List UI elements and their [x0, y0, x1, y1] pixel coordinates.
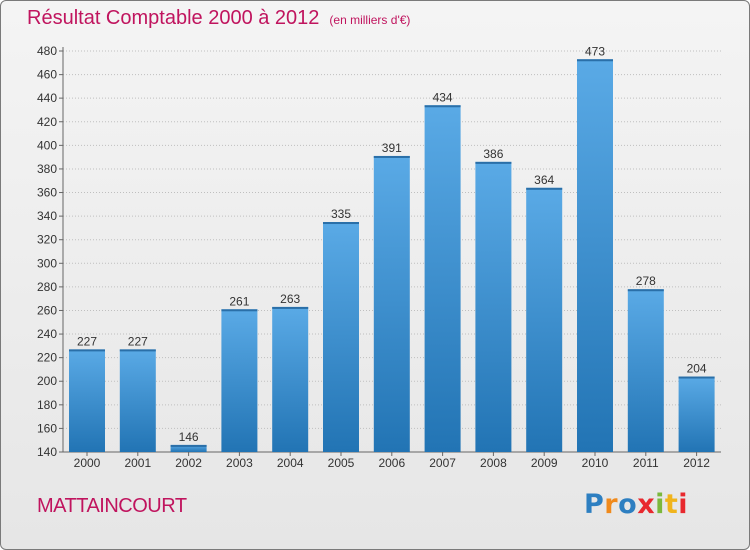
x-tick-label-2001: 2001	[124, 456, 151, 470]
bar-2004	[272, 306, 309, 452]
logo-letter: o	[618, 489, 638, 520]
data-labels: 227 227 146 261 263 335 391 434 386 364 473 278 204	[77, 44, 707, 444]
data-label-2007: 434	[433, 90, 453, 104]
chart-subtitle: (en milliers d'€)	[329, 13, 411, 27]
y-tick-label: 320	[37, 233, 57, 247]
bar-2003	[221, 309, 258, 452]
logo-letter: x	[637, 489, 656, 520]
y-tick-label: 240	[37, 327, 57, 341]
data-label-2005: 335	[331, 207, 351, 221]
bar-2012	[678, 376, 715, 452]
y-tick-label: 160	[37, 421, 57, 435]
bar-2009	[526, 187, 563, 452]
x-tick-label-2004: 2004	[277, 456, 304, 470]
y-tick-label: 480	[37, 44, 57, 58]
y-tick-label: 200	[37, 374, 57, 388]
x-tick-label-2012: 2012	[683, 456, 710, 470]
data-label-2002: 146	[179, 430, 199, 444]
bar-top-edge	[69, 349, 105, 352]
y-tick-label: 220	[37, 351, 57, 365]
bar-2001	[119, 349, 156, 452]
x-tick-label-2003: 2003	[226, 456, 253, 470]
x-axis: 2000 2001 2002 2003 2004 2005 2006 2007 2008 2009…	[74, 452, 710, 470]
x-tick-label-2008: 2008	[480, 456, 507, 470]
chart-title-text: Résultat Comptable 2000 à 2012	[27, 7, 320, 29]
logo-letter: P	[584, 489, 605, 520]
logo-letter: t	[664, 489, 679, 520]
y-tick-label: 300	[37, 256, 57, 270]
x-tick-label-2009: 2009	[531, 456, 558, 470]
y-tick-label: 460	[37, 68, 57, 82]
bar-2002	[170, 444, 207, 452]
y-tick-label: 380	[37, 162, 57, 176]
y-axis: 140 160 180 200 220 240 260 280 300 320 340 360 380 4…	[37, 44, 721, 459]
y-tick-label: 180	[37, 398, 57, 412]
x-tick-label-2000: 2000	[74, 456, 101, 470]
y-tick-label: 340	[37, 209, 57, 223]
bar-top-edge	[627, 289, 664, 292]
bars	[69, 59, 715, 453]
x-tick-label-2005: 2005	[328, 456, 355, 470]
data-label-2012: 204	[687, 362, 707, 376]
y-tick-label: 400	[37, 138, 57, 152]
bar-top-edge	[678, 376, 715, 379]
data-label-2004: 263	[280, 292, 300, 306]
bar-2000	[69, 349, 105, 452]
y-tick-label: 260	[37, 303, 57, 317]
x-tick-label-2002: 2002	[175, 456, 202, 470]
logo-letter: r	[604, 489, 619, 520]
chart-title: Résultat Comptable 2000 à 2012 (en millie…	[27, 7, 410, 30]
y-tick-label: 440	[37, 91, 57, 105]
y-tick-label: 280	[37, 280, 57, 294]
bar-top-edge	[424, 105, 461, 108]
data-label-2009: 364	[534, 173, 554, 187]
bar-top-edge	[475, 161, 512, 164]
logo-letter: i	[678, 489, 689, 520]
data-label-2000: 227	[77, 334, 97, 348]
bar-top-edge	[170, 444, 207, 447]
y-tick-label: 140	[37, 445, 57, 459]
proxiti-logo: Proxiti	[584, 489, 688, 520]
x-tick-label-2010: 2010	[582, 456, 609, 470]
data-label-2006: 391	[382, 141, 402, 155]
x-tick-label-2006: 2006	[378, 456, 405, 470]
bar-2008	[475, 161, 512, 453]
data-label-2003: 261	[229, 294, 249, 308]
bar-top-edge	[221, 309, 258, 312]
y-tick-label: 360	[37, 186, 57, 200]
bar-2005	[323, 222, 359, 452]
bar-top-edge	[272, 306, 309, 309]
bar-top-edge	[373, 155, 410, 158]
logo-letter: i	[655, 489, 665, 520]
bar-top-edge	[323, 222, 359, 225]
bar-2006	[373, 155, 410, 452]
data-label-2011: 278	[636, 274, 656, 288]
x-tick-label-2007: 2007	[429, 456, 456, 470]
bar-2007	[424, 105, 461, 453]
bar-2010	[577, 59, 613, 452]
y-tick-label: 420	[37, 115, 57, 129]
data-label-2001: 227	[128, 334, 148, 348]
bar-top-edge	[526, 187, 563, 190]
bar-2011	[627, 289, 664, 452]
bar-top-edge	[577, 59, 613, 62]
bar-top-edge	[119, 349, 156, 352]
commune-name: MATTAINCOURT	[37, 495, 187, 517]
data-label-2008: 386	[483, 147, 503, 161]
x-tick-label-2011: 2011	[633, 456, 659, 470]
data-label-2010: 473	[585, 44, 605, 58]
